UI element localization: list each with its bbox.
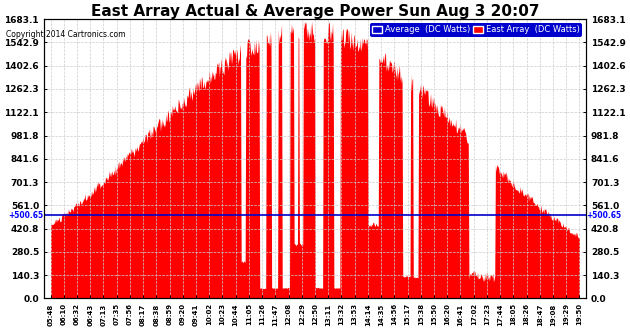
Text: +500.65: +500.65	[587, 211, 622, 220]
Text: +500.65: +500.65	[8, 211, 43, 220]
Title: East Array Actual & Average Power Sun Aug 3 20:07: East Array Actual & Average Power Sun Au…	[91, 4, 539, 19]
Legend: Average  (DC Watts), East Array  (DC Watts): Average (DC Watts), East Array (DC Watts…	[370, 23, 582, 37]
Text: Copyright 2014 Cartronics.com: Copyright 2014 Cartronics.com	[6, 30, 126, 39]
